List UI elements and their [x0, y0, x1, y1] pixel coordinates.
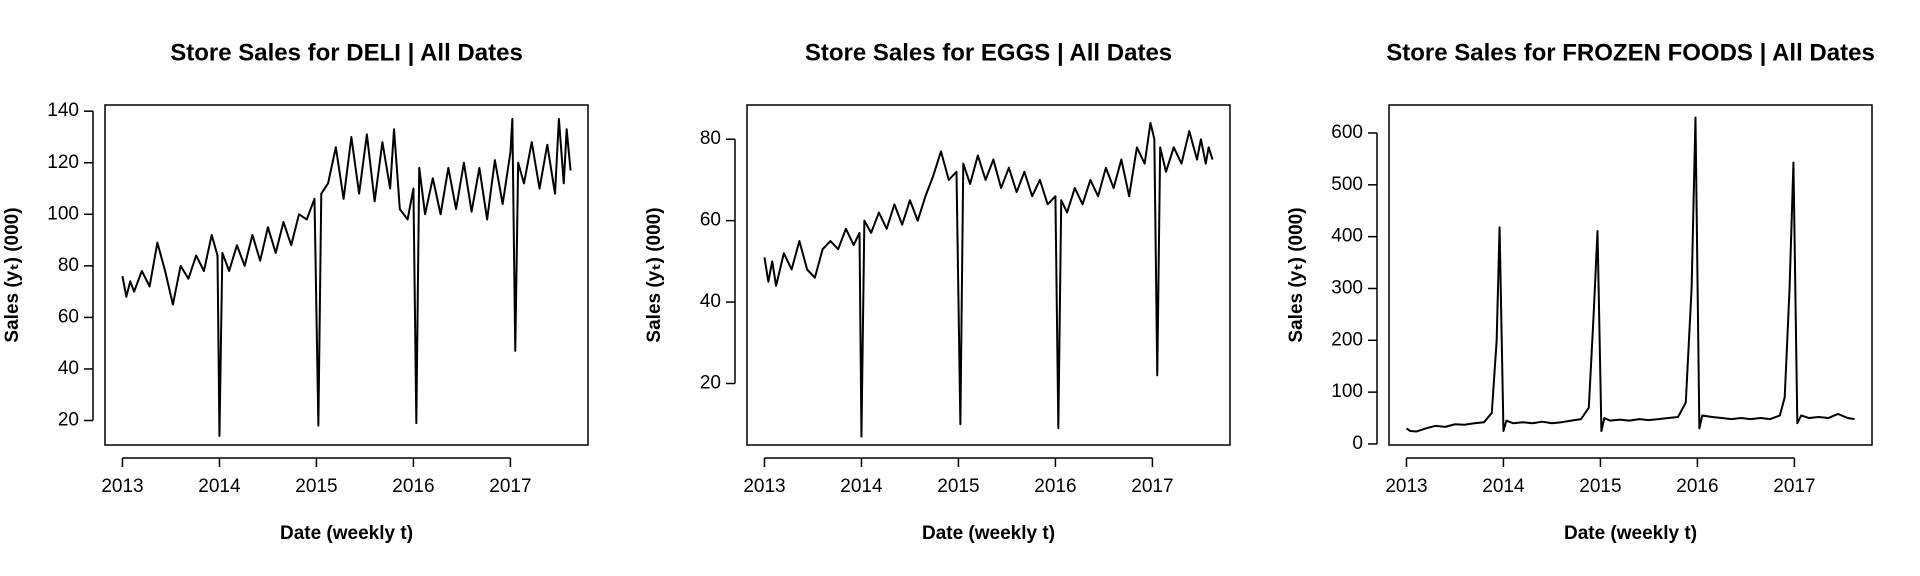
x-tick-label: 2013: [1385, 476, 1427, 497]
y-axis-label: Sales (yₜ) (000): [1286, 207, 1307, 342]
y-tick-label: 100: [47, 203, 79, 224]
plot-box: [1388, 104, 1873, 446]
series-line: [121, 117, 572, 437]
chart-title: Store Sales for DELI | All Dates: [170, 39, 523, 66]
x-tick-label: 2013: [101, 476, 143, 497]
y-tick-label: 0: [1352, 433, 1363, 454]
y-tick-label: 300: [1331, 277, 1363, 298]
y-tick-label: 600: [1331, 122, 1363, 143]
x-tick-label: 2016: [1034, 476, 1076, 497]
plot-box: [104, 104, 589, 446]
y-tick-label: 200: [1331, 329, 1363, 350]
x-axis-label: Date (weekly t): [922, 523, 1055, 544]
chart-title: Store Sales for FROZEN FOODS | All Dates: [1386, 39, 1875, 66]
y-tick-label: 60: [700, 210, 721, 231]
x-axis-label: Date (weekly t): [1564, 523, 1697, 544]
x-tick-label: 2014: [1482, 476, 1525, 497]
x-tick-label: 2015: [295, 476, 337, 497]
y-tick-label: 500: [1331, 174, 1363, 195]
x-axis-label: Date (weekly t): [280, 523, 413, 544]
x-tick-label: 2015: [937, 476, 979, 497]
y-axis-label: Sales (yₜ) (000): [644, 207, 665, 342]
y-tick-label: 80: [700, 128, 721, 149]
plot-box: [746, 104, 1231, 446]
y-tick-label: 120: [47, 152, 79, 173]
x-tick-label: 2016: [1676, 476, 1718, 497]
x-tick-label: 2016: [392, 476, 434, 497]
y-tick-label: 400: [1331, 226, 1363, 247]
x-tick-label: 2017: [1131, 476, 1173, 497]
x-tick-label: 2013: [743, 476, 785, 497]
y-tick-label: 60: [58, 306, 79, 327]
x-tick-label: 2014: [198, 476, 241, 497]
x-tick-label: 2017: [1773, 476, 1815, 497]
y-tick-label: 40: [58, 358, 79, 379]
y-tick-label: 40: [700, 291, 721, 312]
y-tick-label: 100: [1331, 381, 1363, 402]
series-line: [763, 121, 1214, 438]
y-tick-label: 20: [700, 373, 721, 394]
x-tick-label: 2014: [840, 476, 883, 497]
y-tick-label: 80: [58, 255, 79, 276]
y-tick-label: 20: [58, 410, 79, 431]
chart-title: Store Sales for EGGS | All Dates: [805, 39, 1172, 66]
x-tick-label: 2017: [489, 476, 531, 497]
series-line: [1405, 116, 1855, 433]
y-tick-label: 140: [47, 100, 79, 121]
y-axis-label: Sales (yₜ) (000): [2, 207, 23, 342]
x-tick-label: 2015: [1579, 476, 1621, 497]
